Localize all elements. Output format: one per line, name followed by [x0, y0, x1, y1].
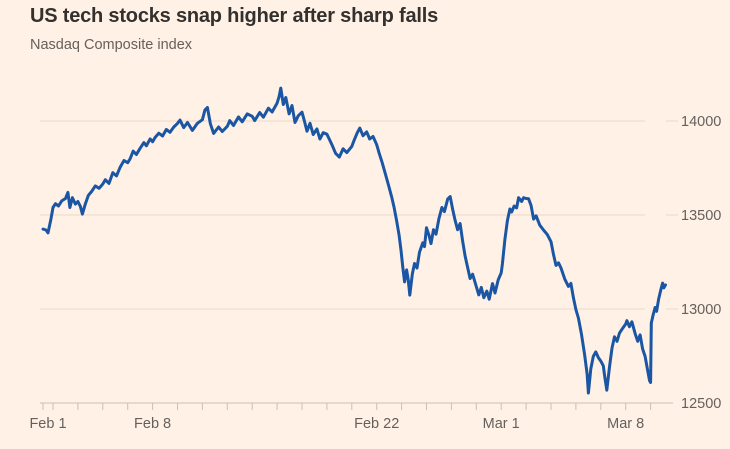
x-axis-label: Feb 22 [354, 416, 399, 432]
x-axis-label: Feb 8 [134, 416, 171, 432]
x-axis-label: Mar 1 [483, 416, 520, 432]
y-axis-label: 14000 [681, 114, 721, 130]
x-axis-label: Mar 8 [607, 416, 644, 432]
y-axis-label: 13500 [681, 208, 721, 224]
chart-title: US tech stocks snap higher after sharp f… [30, 5, 438, 27]
y-axis-label: 13000 [681, 302, 721, 318]
y-axis-label: 12500 [681, 396, 721, 412]
chart-subtitle: Nasdaq Composite index [30, 37, 193, 53]
nasdaq-series-line [41, 86, 667, 395]
x-axis-label: Feb 1 [29, 416, 66, 432]
